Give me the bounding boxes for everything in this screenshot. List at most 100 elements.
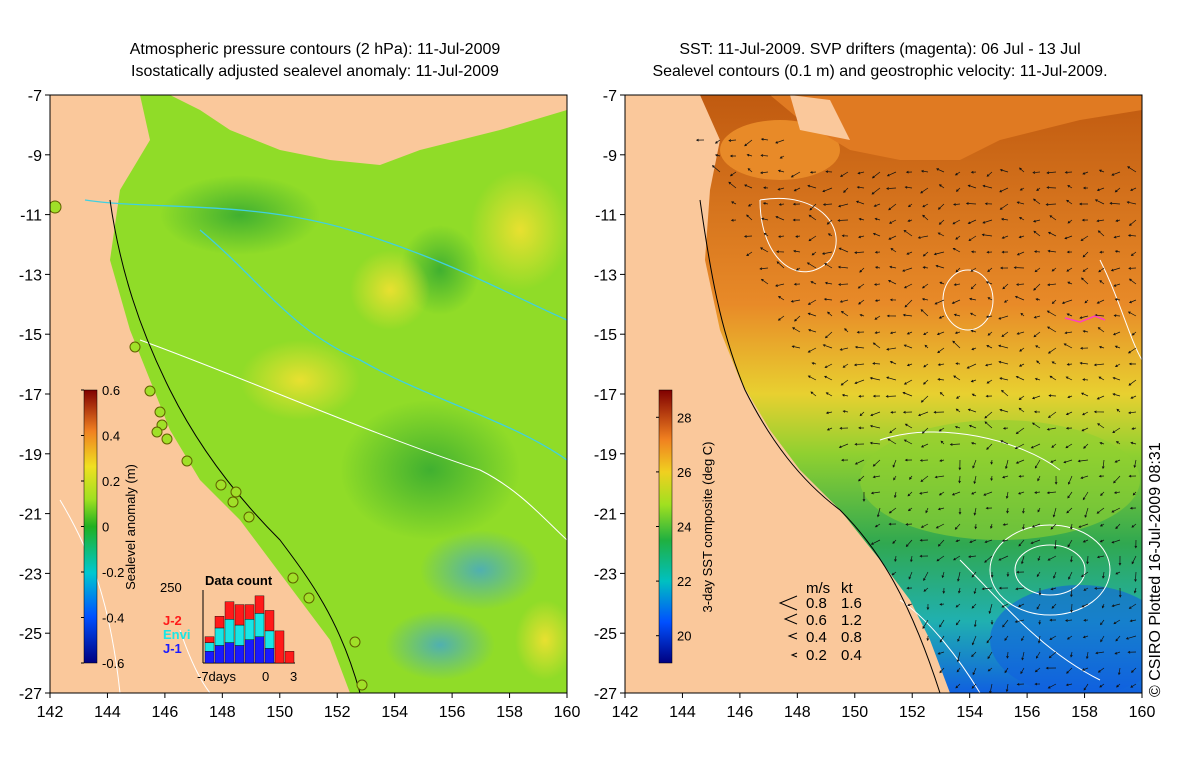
velocity-arrow bbox=[954, 523, 961, 530]
velocity-arrow bbox=[909, 475, 913, 480]
velocity-arrow bbox=[822, 187, 833, 193]
left-anomaly-patch bbox=[340, 400, 520, 540]
velocity-arrow bbox=[1101, 459, 1105, 470]
velocity-arrow bbox=[1047, 683, 1057, 689]
velocity-arrow bbox=[1129, 506, 1137, 510]
velocity-arrow bbox=[974, 523, 978, 530]
velocity-arrow bbox=[971, 347, 977, 351]
velocity-arrow bbox=[968, 235, 977, 242]
velocity-arrow bbox=[983, 491, 993, 496]
y-tick-label: -19 bbox=[594, 447, 617, 464]
y-tick-label: -19 bbox=[19, 447, 42, 464]
velocity-arrow bbox=[953, 283, 961, 286]
velocity-arrow bbox=[990, 523, 993, 529]
velocity-arrow bbox=[1022, 523, 1025, 530]
velocity-arrow bbox=[938, 491, 945, 496]
count-bar-envi bbox=[244, 619, 255, 640]
colorbar-tick-label: -0.2 bbox=[102, 565, 124, 580]
y-tick-label: -23 bbox=[19, 566, 42, 583]
count-bar-j1 bbox=[244, 639, 255, 664]
velocity-arrow bbox=[1036, 571, 1041, 578]
velocity-arrow bbox=[1130, 187, 1137, 191]
velocity-arrow bbox=[936, 555, 945, 562]
velocity-arrow bbox=[1034, 459, 1041, 469]
velocity-arrow bbox=[695, 138, 705, 142]
data-count-ymax: 250 bbox=[160, 580, 182, 595]
velocity-arrow bbox=[1019, 347, 1025, 352]
y-tick-label: -7 bbox=[603, 88, 617, 105]
velocity-arrow bbox=[1002, 283, 1009, 290]
velocity-arrow bbox=[937, 651, 945, 655]
velocity-arrow bbox=[1096, 219, 1105, 223]
velocity-arrow bbox=[1131, 523, 1137, 528]
x-tick-label: 158 bbox=[496, 704, 523, 721]
velocity-arrow bbox=[888, 235, 897, 240]
velocity-arrow bbox=[1015, 427, 1025, 435]
velocity-arrow bbox=[1053, 539, 1057, 550]
velocity-arrow bbox=[1050, 587, 1057, 591]
velocity-arrow bbox=[1067, 395, 1073, 399]
velocity-arrow bbox=[1126, 201, 1137, 205]
velocity-arrow bbox=[1014, 295, 1025, 301]
count-bar-j2 bbox=[274, 630, 285, 664]
velocity-arrow bbox=[1070, 523, 1073, 530]
velocity-arrow bbox=[1131, 555, 1137, 565]
velocity-arrow bbox=[1031, 523, 1041, 528]
velocity-arrow bbox=[778, 235, 785, 238]
velocity-arrow bbox=[894, 555, 897, 562]
legend-row-ms: 0.6 bbox=[806, 612, 827, 629]
velocity-arrow bbox=[1002, 523, 1009, 526]
velocity-arrow bbox=[1083, 443, 1089, 449]
y-tick-label: -21 bbox=[594, 507, 617, 524]
right-land-australia bbox=[625, 95, 950, 693]
velocity-arrow bbox=[1067, 539, 1073, 548]
velocity-arrow bbox=[775, 216, 785, 221]
velocity-arrow bbox=[808, 235, 817, 242]
left-map bbox=[50, 95, 567, 693]
count-bar-j1 bbox=[214, 645, 225, 664]
velocity-arrow bbox=[906, 586, 913, 590]
velocity-arrow bbox=[1036, 360, 1041, 365]
velocity-arrow bbox=[902, 313, 913, 317]
velocity-arrow bbox=[777, 295, 785, 301]
velocity-arrow bbox=[955, 362, 961, 366]
velocity-arrow bbox=[938, 315, 945, 319]
velocity-arrow bbox=[1046, 427, 1057, 431]
velocity-arrow bbox=[953, 203, 961, 206]
velocity-arrow bbox=[892, 459, 897, 468]
velocity-arrow bbox=[990, 571, 994, 578]
velocity-arrow bbox=[1099, 683, 1105, 688]
velocity-arrow bbox=[1030, 539, 1041, 544]
velocity-arrow bbox=[760, 247, 769, 253]
velocity-arrow bbox=[971, 683, 977, 689]
velocity-arrow bbox=[923, 363, 929, 368]
velocity-arrow bbox=[1070, 603, 1073, 613]
velocity-arrow bbox=[885, 395, 897, 398]
velocity-arrow bbox=[1083, 618, 1089, 622]
velocity-arrow bbox=[939, 635, 945, 643]
velocity-arrow bbox=[810, 391, 817, 397]
velocity-arrow bbox=[744, 139, 753, 147]
velocity-arrow bbox=[1111, 603, 1121, 607]
velocity-arrow bbox=[1098, 474, 1105, 478]
left-anomaly-patch bbox=[515, 600, 567, 680]
velocity-arrow bbox=[984, 202, 993, 206]
velocity-arrow bbox=[824, 375, 833, 381]
velocity-arrow bbox=[1083, 683, 1089, 691]
velocity-arrow bbox=[1098, 267, 1105, 273]
velocity-arrow bbox=[807, 184, 817, 189]
velocity-arrow bbox=[972, 459, 977, 469]
velocity-arrow bbox=[1094, 199, 1105, 205]
velocity-arrow bbox=[746, 214, 753, 221]
velocity-arrow bbox=[920, 523, 929, 528]
geostrophic-velocity-arrows bbox=[695, 137, 1138, 693]
velocity-arrow bbox=[1127, 650, 1137, 654]
right-title-line1: SST: 11-Jul-2009. SVP drifters (magenta)… bbox=[679, 41, 1081, 58]
velocity-arrow bbox=[728, 181, 737, 189]
velocity-arrow bbox=[809, 170, 817, 174]
velocity-arrow bbox=[970, 379, 977, 383]
velocity-arrow bbox=[1063, 459, 1073, 464]
velocity-arrow bbox=[1082, 378, 1089, 381]
x-tick-label: 150 bbox=[266, 704, 293, 721]
velocity-arrow bbox=[958, 475, 961, 484]
